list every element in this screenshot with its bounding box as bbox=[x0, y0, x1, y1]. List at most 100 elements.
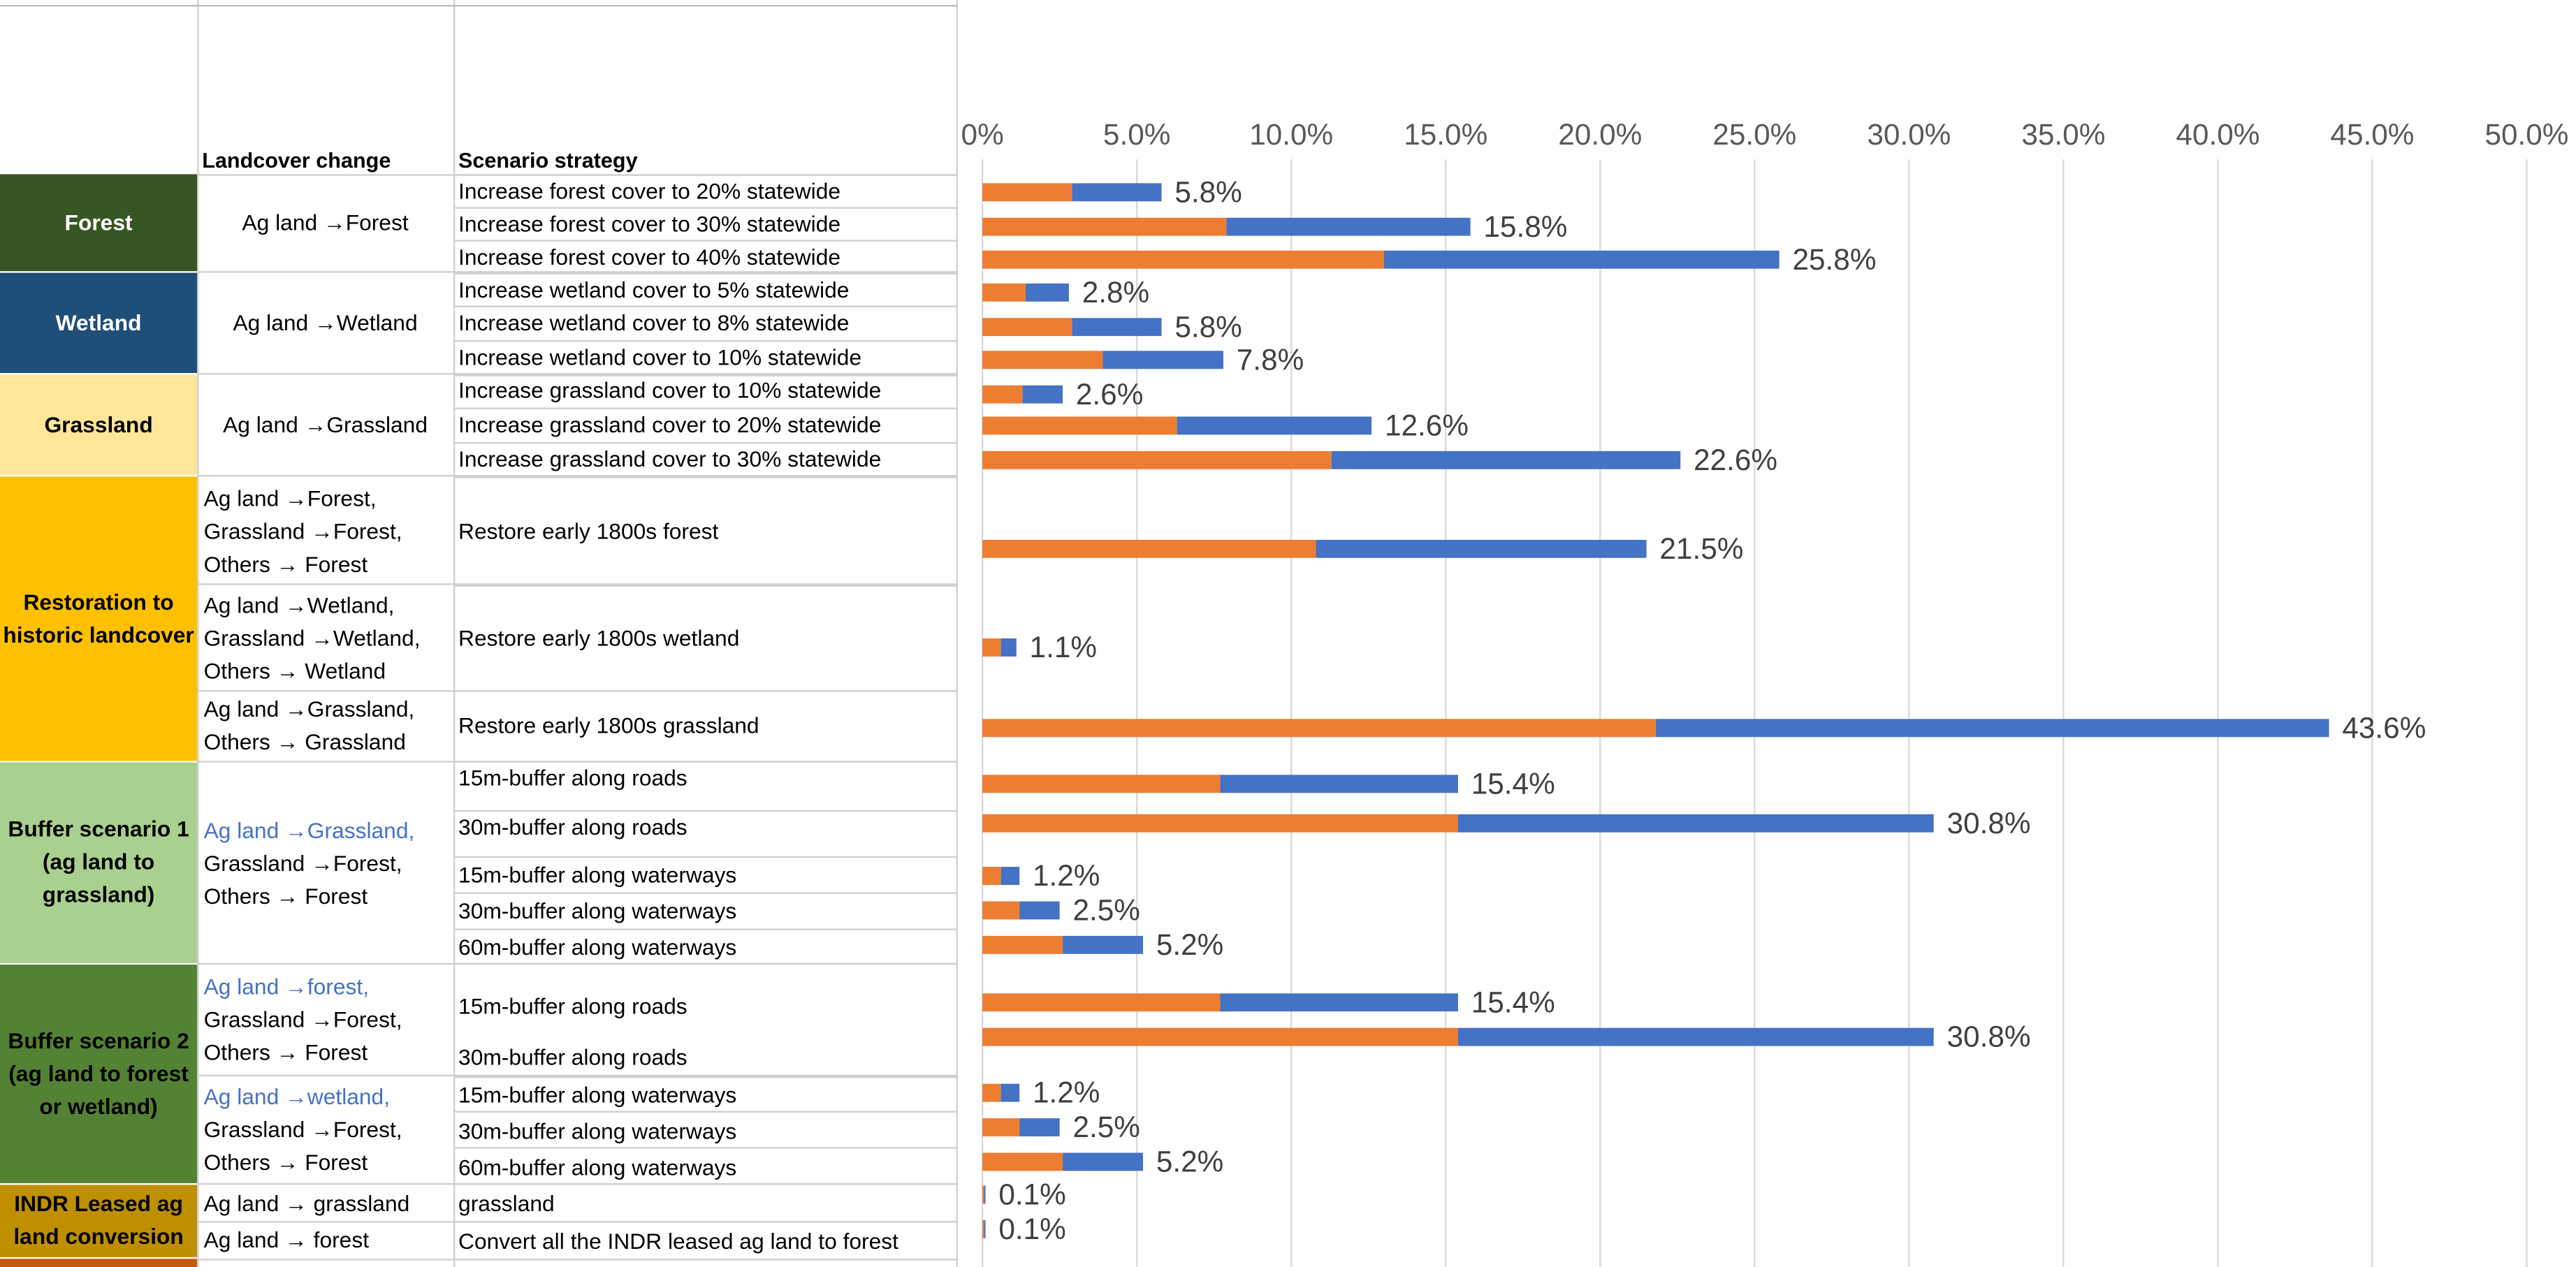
strategy-cell: Increase grassland cover to 10% statewid… bbox=[458, 378, 882, 403]
table-row-line bbox=[197, 583, 958, 585]
change-indr-forest: Ag land → forest bbox=[199, 1224, 452, 1257]
bar-segment-series1 bbox=[982, 1185, 984, 1204]
strategy-cell: 15m-buffer along waterways bbox=[458, 863, 737, 888]
strategy-cell: Convert all the INDR leased ag land to f… bbox=[458, 1229, 898, 1254]
bar-segment-series2 bbox=[1000, 1083, 1020, 1102]
data-label: 2.6% bbox=[1076, 378, 1143, 411]
table-row-line bbox=[197, 271, 958, 273]
table-row-line bbox=[453, 585, 958, 587]
strategy-cell: Increase wetland cover to 8% statewide bbox=[458, 310, 850, 335]
table-row-line bbox=[197, 1259, 958, 1261]
change-line: Grassland →Forest, bbox=[203, 1006, 402, 1032]
strategy-cell: Restore early 1800s grassland bbox=[458, 713, 759, 738]
category-buffer-1: Buffer scenario 1 (ag land to grassland) bbox=[0, 762, 198, 963]
landcover-change-header: Landcover change bbox=[202, 147, 391, 173]
x-tick-label: 40.0% bbox=[2176, 118, 2260, 151]
table-row-line bbox=[197, 373, 958, 375]
strategy-cell: 30m-buffer along waterways bbox=[458, 1119, 737, 1144]
change-line: Ag land → forest bbox=[203, 1227, 370, 1252]
bar-segment-series1 bbox=[982, 385, 1023, 404]
bar-segment-series2 bbox=[1655, 719, 2329, 738]
bar-segment-series2 bbox=[984, 1220, 986, 1238]
bar-segment-series2 bbox=[1316, 539, 1647, 558]
bar-segment-series1 bbox=[982, 1152, 1063, 1171]
bar-segment-series1 bbox=[982, 1083, 1001, 1102]
change-line: Ag land →Grassland, bbox=[203, 817, 415, 842]
table-row-line bbox=[453, 1147, 958, 1149]
category-indr: INDR Leased ag land conversion bbox=[0, 1185, 198, 1257]
table-row-line bbox=[197, 174, 958, 176]
data-label: 2.8% bbox=[1082, 276, 1149, 309]
strategy-cell: Increase forest cover to 30% statewide bbox=[458, 212, 841, 237]
data-label: 12.6% bbox=[1385, 409, 1469, 441]
bar-segment-series1 bbox=[982, 250, 1384, 269]
change-line: Ag land →Wetland, bbox=[203, 592, 395, 617]
category-buffer-2: Buffer scenario 2 (ag land to forest or … bbox=[0, 965, 198, 1184]
table-row-line bbox=[453, 1111, 958, 1113]
bar-segment-series2 bbox=[984, 1185, 986, 1204]
change-buffer-2-wetland: Ag land →wetland, Grassland →Forest, Oth… bbox=[199, 1078, 452, 1181]
table-row-line bbox=[197, 761, 958, 763]
bar-segment-series2 bbox=[1019, 1118, 1060, 1136]
x-tick-label: 30.0% bbox=[1867, 118, 1951, 151]
strategy-cell: Restore early 1800s forest bbox=[458, 519, 719, 544]
bar-segment-series1 bbox=[982, 1220, 984, 1238]
table-row-line bbox=[453, 374, 958, 376]
table-row-line bbox=[453, 240, 958, 242]
table-row-line bbox=[453, 856, 958, 858]
bar-segment-series2 bbox=[1177, 416, 1372, 435]
data-label: 5.8% bbox=[1174, 175, 1242, 208]
table-row-line bbox=[453, 892, 958, 894]
data-label: 22.6% bbox=[1694, 444, 1777, 476]
table-row-line bbox=[453, 340, 958, 342]
bar-segment-series2 bbox=[1063, 1152, 1144, 1171]
category-wetland: Wetland bbox=[0, 272, 198, 374]
data-label: 15.8% bbox=[1483, 210, 1567, 243]
bar-segment-series1 bbox=[982, 416, 1177, 435]
change-line: Ag land →Grassland, bbox=[203, 696, 415, 722]
change-line: Ag land →Grassland bbox=[223, 411, 428, 437]
strategy-cell: 60m-buffer along waterways bbox=[458, 1155, 737, 1180]
table-row-line bbox=[453, 810, 958, 812]
strategy-cell: Increase forest cover to 20% statewide bbox=[458, 179, 841, 204]
strategy-cell: grassland bbox=[458, 1191, 555, 1217]
change-line: Others → Wetland bbox=[203, 658, 386, 683]
data-label: 2.5% bbox=[1072, 1111, 1140, 1143]
data-label: 30.8% bbox=[1947, 1020, 2031, 1053]
x-tick-label: 45.0% bbox=[2330, 118, 2414, 151]
change-indr-grassland: Ag land → grassland bbox=[199, 1188, 452, 1221]
bar-segment-series1 bbox=[982, 935, 1063, 954]
x-tick-label: 25.0% bbox=[1712, 118, 1796, 151]
change-line: Grassland →Wetland, bbox=[203, 625, 421, 650]
bar-segment-series1 bbox=[982, 719, 1656, 738]
bar-segment-series1 bbox=[982, 351, 1103, 369]
change-buffer-1: Ag land →Grassland, Grassland →Forest, O… bbox=[199, 812, 452, 915]
change-buffer-2-forest: Ag land →forest, Grassland →Forest, Othe… bbox=[199, 968, 452, 1071]
strategy-cell: 30m-buffer along roads bbox=[458, 814, 687, 840]
change-line: Ag land → grassland bbox=[203, 1191, 410, 1217]
bar-segment-series2 bbox=[1072, 318, 1162, 337]
change-line: Ag land →wetland, bbox=[203, 1083, 391, 1108]
bar-segment-series2 bbox=[1000, 638, 1017, 657]
bar-segment-series2 bbox=[1072, 183, 1162, 202]
strategy-cell: 60m-buffer along waterways bbox=[458, 935, 737, 960]
data-label: 21.5% bbox=[1659, 532, 1743, 565]
bar-segment-series1 bbox=[982, 638, 1001, 657]
x-tick-label: 10.0% bbox=[1249, 118, 1333, 151]
bar-segment-series1 bbox=[982, 539, 1316, 558]
bar-segment-series2 bbox=[1457, 814, 1934, 833]
strategy-cell: Increase wetland cover to 10% statewide bbox=[458, 345, 862, 370]
category-grassland: Grassland bbox=[0, 374, 198, 475]
data-label: 0.1% bbox=[998, 1213, 1065, 1245]
data-label: 5.8% bbox=[1174, 310, 1242, 343]
strategy-cell: Increase wetland cover to 5% statewide bbox=[458, 277, 850, 302]
x-tick-label: 5.0% bbox=[1103, 118, 1170, 151]
change-line: Ag land →Forest, bbox=[203, 485, 377, 511]
bar-segment-series1 bbox=[982, 1118, 1020, 1136]
bar-segment-series2 bbox=[1220, 993, 1458, 1012]
x-tick-label: 20.0% bbox=[1558, 118, 1642, 151]
x-tick-label: 15.0% bbox=[1404, 118, 1487, 151]
bar-segment-series1 bbox=[982, 1027, 1458, 1046]
change-line: Ag land →Wetland bbox=[233, 309, 418, 335]
